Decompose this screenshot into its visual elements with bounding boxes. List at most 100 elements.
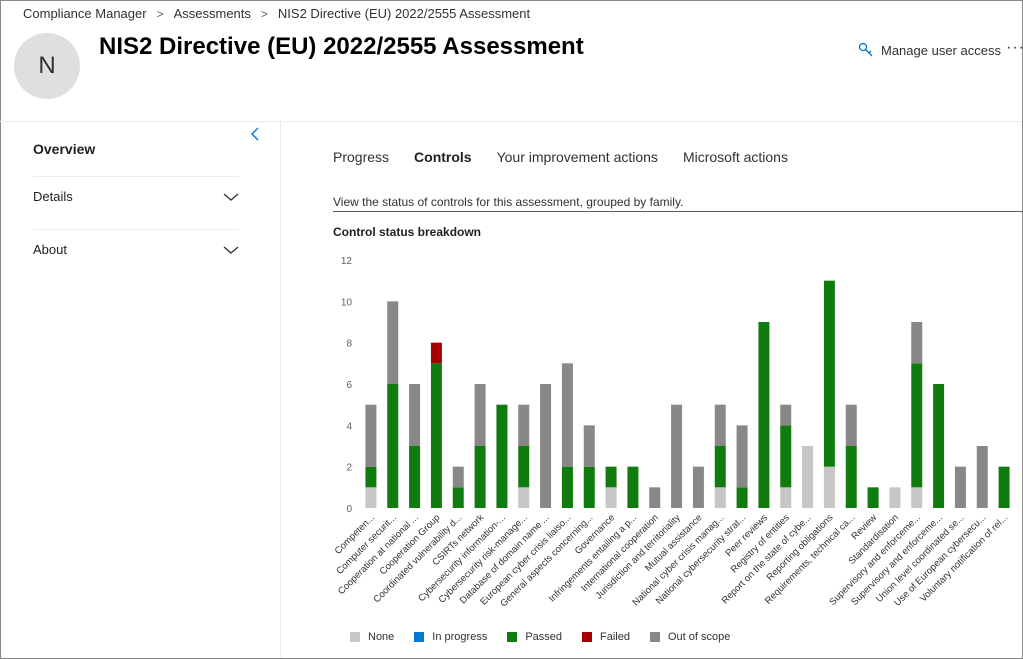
legend-label: Failed: [600, 631, 630, 643]
bar-segment-out-of-scope[interactable]: [409, 384, 421, 446]
y-tick-label: 12: [341, 256, 353, 267]
sidebar-item-overview[interactable]: Overview: [33, 141, 239, 157]
chevron-right-icon: >: [260, 6, 268, 21]
tab-controls[interactable]: Controls: [414, 149, 472, 165]
bar-segment-passed[interactable]: [561, 466, 573, 508]
breadcrumb-assessments[interactable]: Assessments: [173, 6, 251, 21]
legend-item-passed[interactable]: Passed: [507, 631, 562, 643]
manage-user-access-button[interactable]: Manage user access: [858, 42, 1001, 58]
bar-segment-out-of-scope[interactable]: [583, 425, 595, 467]
legend-label: Out of scope: [668, 631, 731, 643]
bar-segment-out-of-scope[interactable]: [671, 404, 683, 508]
chevron-right-icon: >: [156, 6, 164, 21]
legend-swatch: [414, 632, 425, 642]
bar-segment-none[interactable]: [365, 487, 377, 508]
bar-segment-none[interactable]: [802, 446, 814, 508]
legend-swatch: [350, 632, 360, 642]
sidebar-item-details[interactable]: Details: [33, 189, 239, 204]
legend-item-in-progress[interactable]: In progress: [414, 631, 487, 643]
bar-segment-none[interactable]: [911, 487, 923, 508]
bar-segment-out-of-scope[interactable]: [649, 487, 661, 508]
legend-item-out-of-scope[interactable]: Out of scope: [650, 631, 730, 643]
bar-segment-none[interactable]: [518, 487, 530, 508]
y-tick-label: 6: [346, 380, 352, 391]
bar-segment-passed[interactable]: [627, 466, 639, 508]
bar-segment-passed[interactable]: [998, 466, 1010, 508]
bar-segment-passed[interactable]: [780, 425, 792, 488]
legend-swatch: [582, 632, 593, 642]
bar-segment-out-of-scope[interactable]: [692, 466, 704, 508]
y-tick-label: 10: [341, 297, 353, 308]
chevron-down-icon: [223, 193, 239, 201]
collapse-sidebar-icon[interactable]: [250, 126, 260, 147]
bar-segment-out-of-scope[interactable]: [976, 446, 988, 508]
bar-segment-out-of-scope[interactable]: [714, 404, 726, 446]
bar-segment-out-of-scope[interactable]: [845, 404, 857, 446]
bar-segment-passed[interactable]: [605, 466, 617, 488]
sidebar-item-about[interactable]: About: [33, 242, 239, 257]
bar-segment-passed[interactable]: [496, 404, 508, 508]
bar-segment-out-of-scope[interactable]: [365, 404, 377, 467]
chart-legend: None In progress Passed Failed Out of scope: [350, 631, 750, 643]
more-options-icon[interactable]: ···: [1006, 39, 1023, 56]
sidebar-separator: [33, 229, 239, 230]
bar-segment-none[interactable]: [780, 487, 792, 508]
bar-segment-none[interactable]: [605, 487, 617, 508]
legend-swatch: [507, 632, 518, 642]
bar-segment-out-of-scope[interactable]: [452, 466, 464, 488]
key-icon: [858, 42, 873, 57]
legend-item-failed[interactable]: Failed: [582, 631, 630, 643]
bar-segment-passed[interactable]: [845, 446, 857, 508]
avatar: N: [14, 33, 80, 99]
tab-progress[interactable]: Progress: [333, 149, 390, 165]
chart-title: Control status breakdown: [333, 225, 482, 239]
bar-segment-passed[interactable]: [583, 466, 595, 508]
breadcrumb-current: NIS2 Directive (EU) 2022/2555 Assessment: [277, 6, 531, 21]
controls-description: View the status of controls for this ass…: [333, 195, 684, 209]
page-title: NIS2 Directive (EU) 2022/2555 Assessment: [99, 33, 584, 60]
chevron-down-icon: [223, 246, 239, 254]
bar-segment-passed[interactable]: [911, 363, 923, 488]
bar-segment-passed[interactable]: [387, 384, 399, 508]
bar-segment-passed[interactable]: [714, 446, 726, 488]
breadcrumb-compliance-manager[interactable]: Compliance Manager: [23, 6, 147, 21]
bar-segment-none[interactable]: [823, 466, 835, 508]
bar-segment-failed[interactable]: [430, 342, 442, 364]
bar-segment-passed[interactable]: [409, 446, 421, 508]
bar-segment-passed[interactable]: [365, 466, 377, 488]
legend-swatch: [650, 632, 660, 642]
legend-item-none[interactable]: None: [350, 631, 394, 643]
y-tick-label: 2: [346, 463, 352, 474]
bar-segment-passed[interactable]: [474, 446, 486, 508]
bar-segment-out-of-scope[interactable]: [736, 425, 748, 488]
sidebar-item-label: About: [33, 242, 67, 257]
bar-segment-out-of-scope[interactable]: [780, 404, 792, 426]
bar-segment-out-of-scope[interactable]: [387, 301, 399, 384]
bar-segment-none[interactable]: [889, 487, 901, 508]
bar-segment-passed[interactable]: [867, 487, 879, 508]
bar-segment-out-of-scope[interactable]: [518, 404, 530, 446]
bar-segment-out-of-scope[interactable]: [474, 384, 486, 446]
y-tick-label: 4: [346, 421, 352, 432]
bar-segment-out-of-scope[interactable]: [561, 363, 573, 467]
bar-segment-passed[interactable]: [758, 322, 770, 508]
bar-segment-passed[interactable]: [452, 487, 464, 508]
tab-your-improvement-actions[interactable]: Your improvement actions: [496, 149, 658, 165]
y-tick-label: 0: [346, 504, 352, 515]
bar-segment-passed[interactable]: [736, 487, 748, 508]
bar-segment-passed[interactable]: [823, 280, 835, 467]
legend-label: None: [368, 631, 395, 643]
breadcrumb: Compliance Manager > Assessments > NIS2 …: [23, 6, 530, 21]
bar-segment-passed[interactable]: [518, 446, 530, 488]
y-tick-label: 8: [346, 339, 352, 350]
bar-segment-out-of-scope[interactable]: [911, 322, 923, 364]
manage-user-access-label: Manage user access: [881, 42, 1001, 58]
bar-segment-none[interactable]: [714, 487, 726, 508]
bar-segment-passed[interactable]: [933, 384, 945, 508]
tab-microsoft-actions[interactable]: Microsoft actions: [682, 149, 788, 165]
bar-segment-passed[interactable]: [430, 363, 442, 508]
sidebar-divider: [280, 121, 281, 658]
bar-segment-out-of-scope[interactable]: [540, 384, 552, 508]
bar-segment-out-of-scope[interactable]: [954, 466, 966, 508]
